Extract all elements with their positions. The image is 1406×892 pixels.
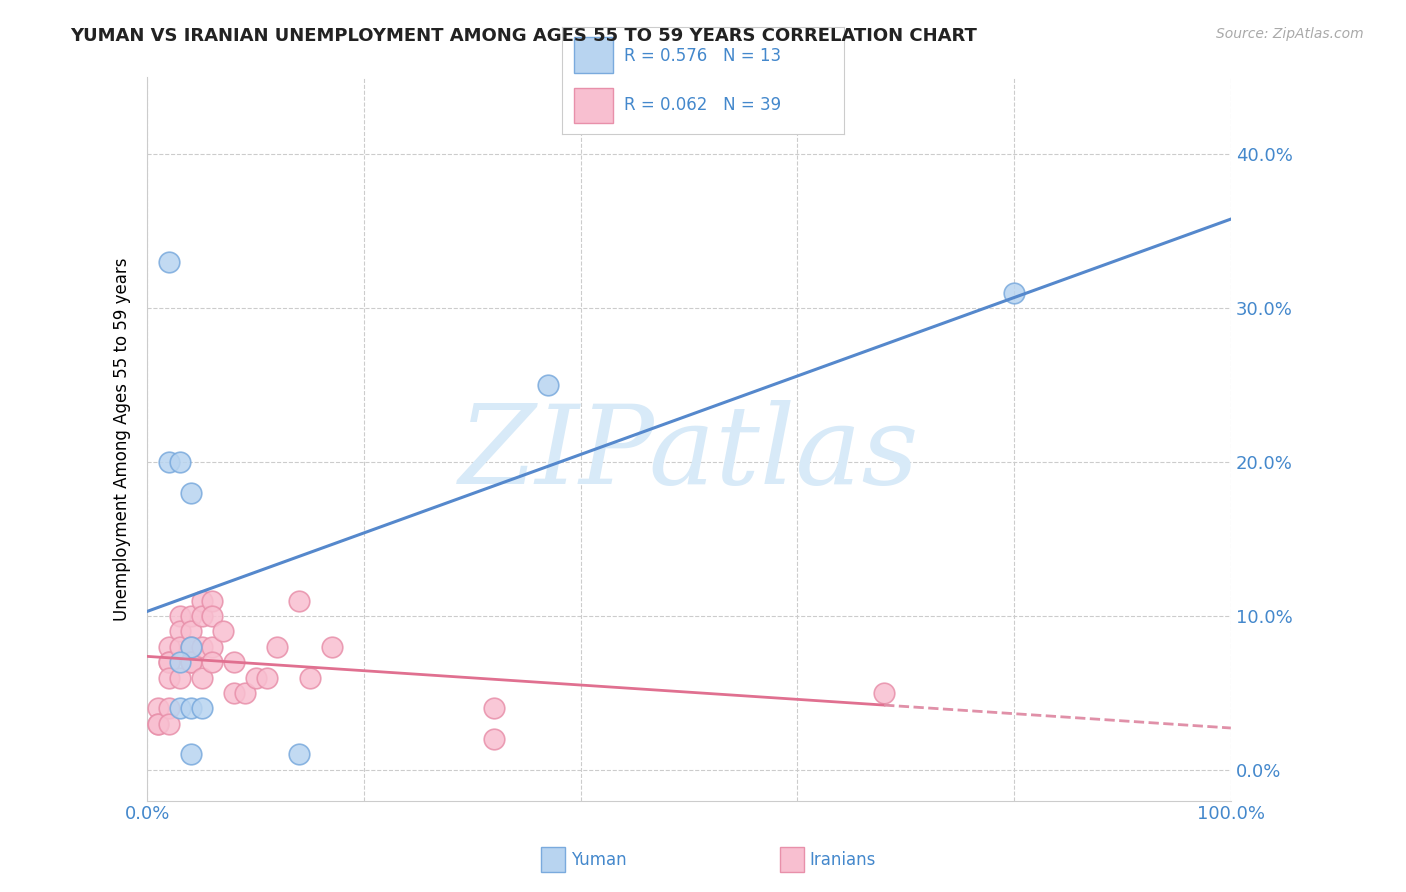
Point xyxy=(157,701,180,715)
Text: YUMAN VS IRANIAN UNEMPLOYMENT AMONG AGES 55 TO 59 YEARS CORRELATION CHART: YUMAN VS IRANIAN UNEMPLOYMENT AMONG AGES… xyxy=(70,27,977,45)
Point xyxy=(482,732,505,747)
Point xyxy=(190,701,212,715)
Point xyxy=(169,671,191,685)
Point xyxy=(288,747,311,762)
Point xyxy=(201,593,224,607)
Point xyxy=(148,716,170,731)
Point xyxy=(169,455,191,469)
Point xyxy=(537,378,560,392)
Point xyxy=(190,671,212,685)
Text: R = 0.576   N = 13: R = 0.576 N = 13 xyxy=(624,46,782,64)
Point xyxy=(180,747,202,762)
Point xyxy=(157,455,180,469)
Point xyxy=(298,671,321,685)
Point xyxy=(201,609,224,624)
Point xyxy=(148,716,170,731)
Point xyxy=(180,701,202,715)
Point xyxy=(245,671,267,685)
Point xyxy=(157,671,180,685)
Point xyxy=(180,624,202,639)
Point xyxy=(180,486,202,500)
FancyBboxPatch shape xyxy=(574,37,613,73)
Y-axis label: Unemployment Among Ages 55 to 59 years: Unemployment Among Ages 55 to 59 years xyxy=(114,257,131,621)
Point xyxy=(180,655,202,669)
Point xyxy=(157,716,180,731)
FancyBboxPatch shape xyxy=(574,87,613,123)
Point xyxy=(1002,285,1025,300)
Point xyxy=(180,655,202,669)
Point xyxy=(157,255,180,269)
Point xyxy=(169,609,191,624)
Point xyxy=(201,655,224,669)
Text: Source: ZipAtlas.com: Source: ZipAtlas.com xyxy=(1216,27,1364,41)
Point xyxy=(201,640,224,654)
Text: Yuman: Yuman xyxy=(571,851,627,869)
Point xyxy=(180,640,202,654)
Point xyxy=(233,686,256,700)
Point xyxy=(321,640,343,654)
Text: R = 0.062   N = 39: R = 0.062 N = 39 xyxy=(624,96,782,114)
Point xyxy=(222,655,245,669)
Point xyxy=(180,609,202,624)
Point xyxy=(222,686,245,700)
Point xyxy=(157,655,180,669)
Point xyxy=(212,624,235,639)
Point xyxy=(288,593,311,607)
Point xyxy=(180,640,202,654)
Point xyxy=(190,640,212,654)
Point xyxy=(482,701,505,715)
Point xyxy=(169,655,191,669)
Point xyxy=(157,655,180,669)
Point xyxy=(256,671,278,685)
Point xyxy=(169,640,191,654)
Point xyxy=(157,640,180,654)
Point xyxy=(266,640,288,654)
Point xyxy=(148,701,170,715)
Text: Iranians: Iranians xyxy=(810,851,876,869)
Point xyxy=(190,593,212,607)
Point xyxy=(169,624,191,639)
Point xyxy=(190,609,212,624)
Text: ZIPatlas: ZIPatlas xyxy=(458,400,920,508)
Point xyxy=(873,686,896,700)
Point xyxy=(169,701,191,715)
